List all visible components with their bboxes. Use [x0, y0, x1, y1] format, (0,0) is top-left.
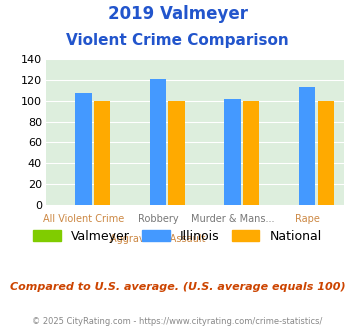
Legend: Valmeyer, Illinois, National: Valmeyer, Illinois, National [28, 225, 327, 248]
Bar [243, 101, 260, 205]
Text: Murder & Mans...: Murder & Mans... [191, 214, 274, 224]
Text: All Violent Crime: All Violent Crime [43, 214, 124, 224]
Bar [168, 101, 185, 205]
Bar [317, 101, 334, 205]
Text: Robbery: Robbery [138, 214, 178, 224]
Text: Aggravated Assault: Aggravated Assault [110, 234, 206, 244]
Bar [75, 93, 92, 205]
Text: 2019 Valmeyer: 2019 Valmeyer [108, 5, 247, 23]
Text: Rape: Rape [295, 214, 320, 224]
Bar [150, 79, 166, 205]
Bar [299, 87, 315, 205]
Bar [94, 101, 110, 205]
Text: Compared to U.S. average. (U.S. average equals 100): Compared to U.S. average. (U.S. average … [10, 282, 345, 292]
Text: © 2025 CityRating.com - https://www.cityrating.com/crime-statistics/: © 2025 CityRating.com - https://www.city… [32, 317, 323, 326]
Bar [224, 99, 241, 205]
Text: Violent Crime Comparison: Violent Crime Comparison [66, 33, 289, 48]
